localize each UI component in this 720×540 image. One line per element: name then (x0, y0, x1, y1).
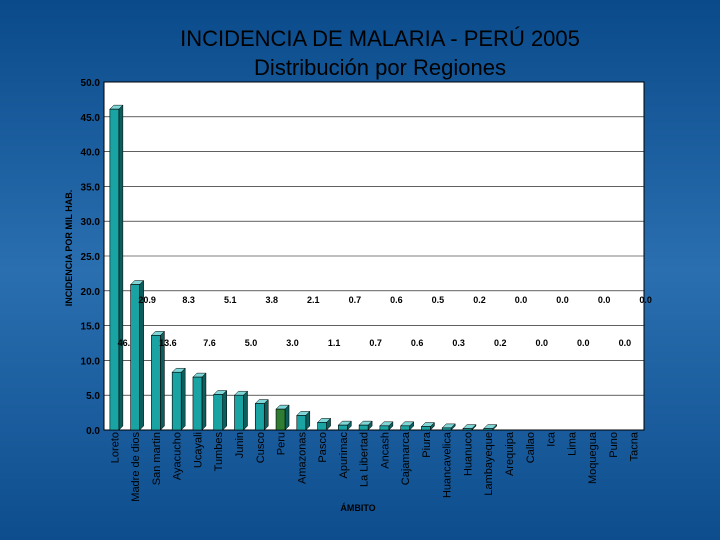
category-label: Callao (525, 432, 537, 463)
data-label: 0.0 (577, 338, 590, 348)
category-label: Tumbes (213, 432, 225, 472)
data-label: 7.6 (203, 338, 216, 348)
data-label: 2.1 (307, 295, 320, 305)
data-label: 0.7 (349, 295, 362, 305)
bar (213, 394, 224, 431)
data-label: 5.0 (245, 338, 258, 348)
bar (234, 394, 244, 431)
data-label: 0.6 (411, 338, 424, 348)
data-label: 0.0 (556, 295, 569, 305)
data-label: 0.2 (473, 295, 486, 305)
bar (400, 425, 410, 431)
bar (358, 424, 369, 431)
data-label: 5.1 (224, 295, 237, 305)
y-tick-label: 10.0 (81, 356, 101, 367)
chart-title-block: INCIDENCIA DE MALARIA - PERÚ 2005 Distri… (0, 24, 720, 82)
y-tick-label: 30.0 (81, 217, 101, 228)
data-label: 0.6 (390, 295, 403, 305)
category-label: Ancash (379, 432, 391, 469)
data-label: 20.9 (138, 295, 156, 305)
category-label: Lima (566, 431, 578, 456)
category-label: Apurimac (338, 432, 350, 479)
bar (462, 428, 473, 431)
y-tick-label: 50.0 (81, 78, 101, 89)
category-label: Cusco (255, 432, 267, 463)
data-label: 13.6 (159, 338, 177, 348)
data-label: 8.3 (182, 295, 195, 305)
category-label: Huanuco (462, 432, 474, 476)
category-label: Peru (276, 432, 288, 455)
category-label: Madre de dios (130, 432, 142, 502)
bar-side (243, 390, 248, 431)
category-label: Amazonas (296, 432, 308, 484)
bar-side (222, 389, 227, 431)
category-label: Pasco (317, 432, 329, 463)
data-label: 0.2 (494, 338, 507, 348)
bar-side (180, 367, 186, 431)
category-label: Ayacucho (172, 432, 184, 480)
bar (441, 427, 452, 431)
category-label: Junin (234, 432, 246, 458)
category-label: La Libertad (359, 432, 371, 487)
bar (151, 335, 161, 431)
y-tick-label: 35.0 (81, 182, 101, 193)
bar-side (264, 398, 269, 431)
data-label: 0.5 (432, 295, 445, 305)
y-tick-label: 25.0 (81, 252, 101, 263)
y-tick-label: 15.0 (81, 322, 101, 333)
y-axis-label: INCIDENCIA POR MIL HAB. (64, 190, 74, 307)
y-tick-label: 5.0 (86, 391, 100, 402)
data-label: 3.0 (286, 338, 299, 348)
bar (130, 284, 140, 431)
y-tick-label: 45.0 (81, 113, 101, 124)
bar (275, 408, 286, 431)
x-axis-label: ÁMBITO (340, 503, 375, 513)
y-tick-label: 40.0 (81, 148, 101, 159)
chart-subtitle: Distribución por Regiones (254, 55, 506, 80)
data-label: 0.0 (515, 295, 528, 305)
bar (192, 376, 203, 431)
bar-side (201, 372, 207, 431)
chart-title: INCIDENCIA DE MALARIA - PERÚ 2005 (180, 26, 580, 51)
category-label: Ica (546, 431, 558, 447)
data-label: 0.0 (536, 338, 549, 348)
data-label: 0.0 (639, 295, 652, 305)
data-label: 0.3 (452, 338, 465, 348)
data-label: 46.1 (118, 338, 136, 348)
bar (379, 425, 390, 431)
category-label: Moquegua (587, 431, 599, 484)
category-label: San martin (151, 432, 163, 485)
bar (483, 428, 494, 431)
bar (296, 415, 307, 431)
category-label: Lambayeque (483, 432, 495, 496)
data-label: 0.0 (619, 338, 632, 348)
category-label: Huancavelica (442, 431, 454, 498)
y-tick-label: 20.0 (81, 287, 101, 298)
category-label: Loreto (109, 432, 121, 463)
data-label: 3.8 (266, 295, 279, 305)
data-label: 1.1 (328, 338, 341, 348)
bar (421, 426, 431, 431)
bar (171, 371, 182, 431)
bar (338, 424, 348, 431)
bar (109, 108, 120, 431)
y-tick-label: 0.0 (86, 426, 100, 437)
category-label: Arequipa (504, 431, 516, 476)
data-label: 0.0 (598, 295, 611, 305)
bar-side (118, 104, 124, 431)
category-label: Tacna (629, 431, 641, 461)
category-label: Piura (421, 431, 433, 458)
category-label: Cajamarca (400, 431, 412, 485)
category-label: Ucayali (192, 432, 204, 468)
data-label: 0.7 (369, 338, 382, 348)
category-label: Puno (608, 432, 620, 458)
bar (317, 422, 327, 431)
bar (254, 403, 265, 431)
